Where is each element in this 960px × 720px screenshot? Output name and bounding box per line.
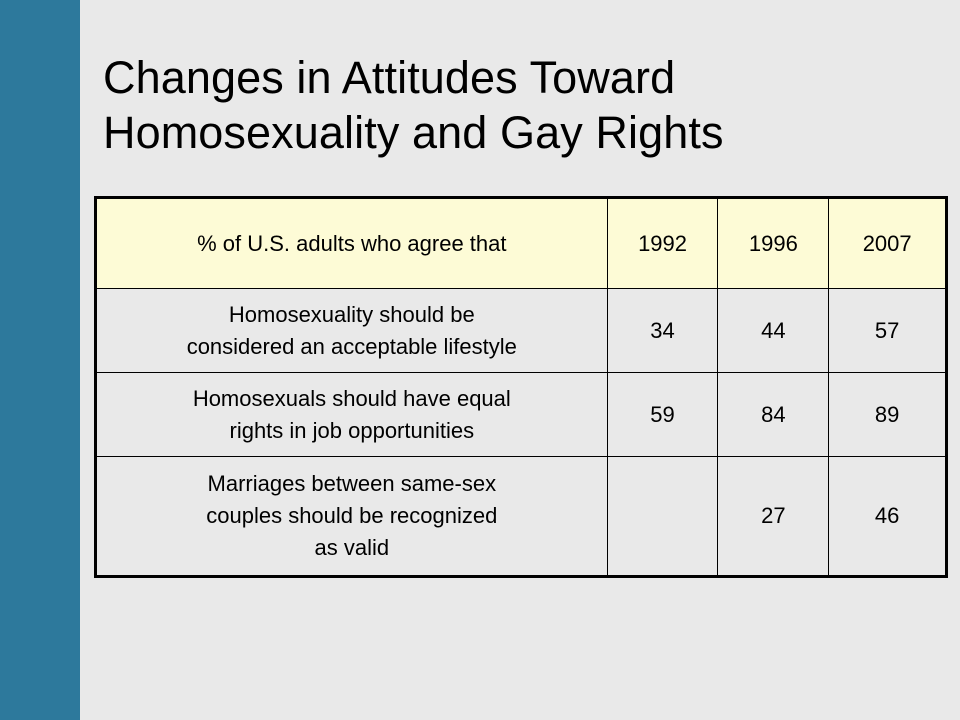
cell-2007: 57 [828,288,947,373]
row-statement: Marriages between same-sex couples shoul… [95,456,608,577]
cell-2007: 46 [828,456,947,577]
statement-line: as valid [314,535,390,560]
row-statement: Homosexuals should have equal rights in … [95,372,608,457]
table-header-row: % of U.S. adults who agree that 1992 199… [95,197,947,289]
slide-title: Changes in Attitudes Toward Homosexualit… [103,50,923,160]
statement-line: Homosexuals should have equal [192,385,511,411]
cell-1996: 44 [717,288,830,373]
statement-line: Homosexuality should be [228,301,475,327]
table-row: Homosexuality should be considered an ac… [95,288,947,373]
cell-1992: 34 [606,288,719,373]
title-line-2: Homosexuality and Gay Rights [103,107,724,158]
table-row: Homosexuals should have equal rights in … [95,372,947,457]
statement-line: couples should be recognized [206,503,498,528]
header-statement-label: % of U.S. adults who agree that [95,197,608,289]
header-year-2007: 2007 [828,197,947,289]
header-year-1996: 1996 [717,197,830,289]
table-row: Marriages between same-sex couples shoul… [95,456,947,577]
cell-1996: 84 [717,372,830,457]
statement-line: Marriages between same-sex [207,471,497,496]
statement-line: considered an acceptable lifestyle [186,333,517,359]
cell-1992 [606,456,719,577]
statement-line: rights in job opportunities [229,417,475,443]
attitudes-table: % of U.S. adults who agree that 1992 199… [94,196,948,578]
row-statement: Homosexuality should be considered an ac… [95,288,608,373]
title-line-1: Changes in Attitudes Toward [103,52,676,103]
cell-1996: 27 [717,456,830,577]
header-year-1992: 1992 [606,197,719,289]
side-accent-bar [0,0,80,720]
cell-2007: 89 [828,372,947,457]
cell-1992: 59 [606,372,719,457]
